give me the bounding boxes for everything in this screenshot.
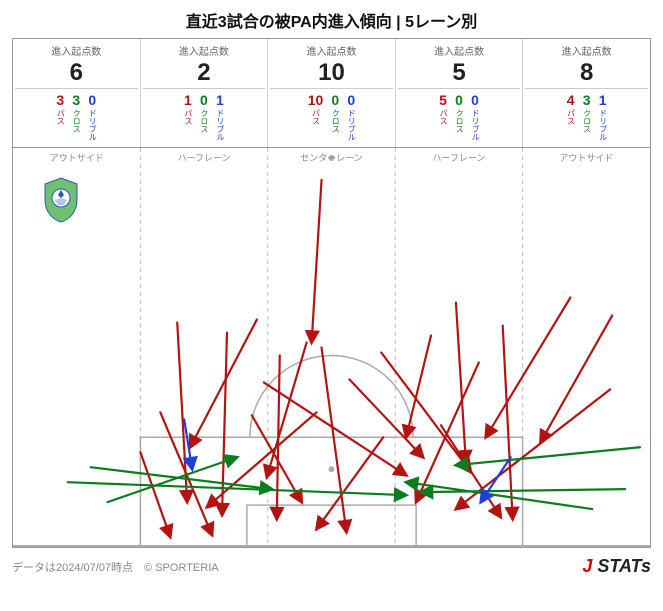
lane-label: 進入起点数 — [525, 43, 648, 58]
lane-name: ハーフレーン — [395, 151, 522, 164]
lane-column: 進入起点数 6 3パス 3クロス 0ドリブル — [13, 39, 141, 147]
lane-header-row: 進入起点数 6 3パス 3クロス 0ドリブル 進入起点数 2 1パス 0クロス … — [12, 38, 651, 148]
lane-total: 6 — [15, 60, 138, 86]
pitch-chart: アウトサイドハーフレーンセンターレーンハーフレーンアウトサイド — [12, 148, 651, 548]
lane-name: センターレーン — [268, 151, 395, 164]
lane-label: 進入起点数 — [143, 43, 266, 58]
lane-column: 進入起点数 5 5パス 0クロス 0ドリブル — [396, 39, 524, 147]
lane-total: 5 — [398, 60, 521, 86]
chart-title: 直近3試合の被PA内進入傾向 | 5レーン別 — [12, 8, 651, 32]
lane-column: 進入起点数 8 4パス 3クロス 1ドリブル — [523, 39, 650, 147]
lane-total: 2 — [143, 60, 266, 86]
lane-column: 進入起点数 10 10パス 0クロス 0ドリブル — [268, 39, 396, 147]
lane-breakdown: 1パス 0クロス 1ドリブル — [143, 93, 266, 141]
lane-breakdown: 5パス 0クロス 0ドリブル — [398, 93, 521, 141]
lane-breakdown: 3パス 3クロス 0ドリブル — [15, 93, 138, 141]
lane-name: アウトサイド — [13, 151, 140, 164]
lane-name: アウトサイド — [523, 151, 650, 164]
lane-label: 進入起点数 — [15, 43, 138, 58]
jstats-logo: J STATs — [582, 556, 651, 577]
data-note: データは2024/07/07時点 © SPORTERIA — [12, 559, 219, 575]
lane-breakdown: 4パス 3クロス 1ドリブル — [525, 93, 648, 141]
lane-name: ハーフレーン — [140, 151, 267, 164]
lane-column: 進入起点数 2 1パス 0クロス 1ドリブル — [141, 39, 269, 147]
lane-label: 進入起点数 — [398, 43, 521, 58]
lane-label: 進入起点数 — [270, 43, 393, 58]
team-logo — [41, 176, 81, 224]
lane-breakdown: 10パス 0クロス 0ドリブル — [270, 93, 393, 141]
lane-total: 10 — [270, 60, 393, 86]
lane-total: 8 — [525, 60, 648, 86]
